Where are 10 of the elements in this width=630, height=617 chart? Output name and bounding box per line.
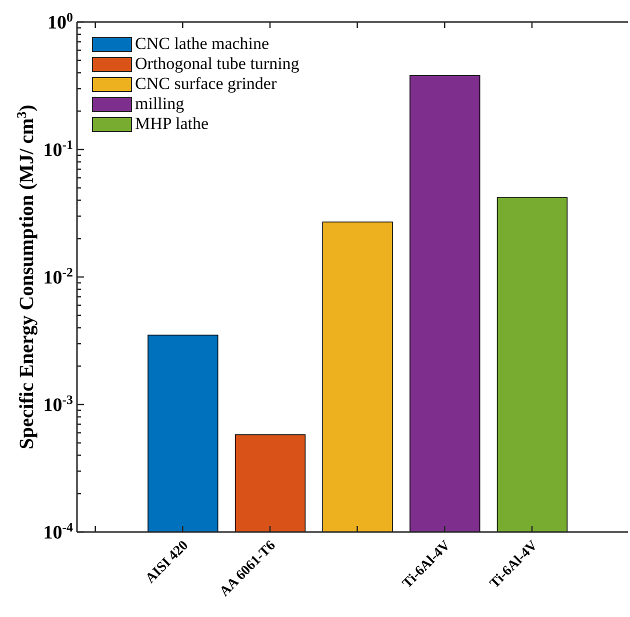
y-tick-label: 10$^{0}$ [48, 9, 73, 34]
y-tick-label: 10$^{-2}$ [43, 264, 73, 289]
legend-label: MHP lathe [135, 114, 209, 134]
y-tick-label: 10$^{-3}$ [43, 392, 74, 416]
legend-label: milling [135, 94, 184, 114]
legend-label: Orthogonal tube turning [135, 54, 300, 74]
y-tick-label: 10$^{-4}$ [43, 519, 74, 544]
y-tick-label: 10$^{-1}$ [43, 136, 73, 162]
legend-label: CNC lathe machine [135, 34, 270, 54]
legend-label: CNC surface grinder [135, 74, 277, 94]
